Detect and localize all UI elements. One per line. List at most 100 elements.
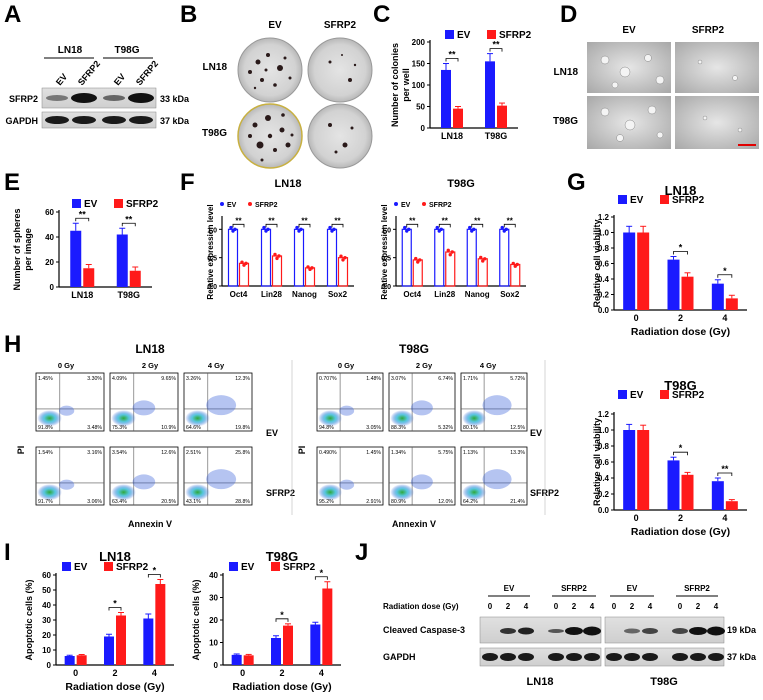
y-tick-label: 1.0 [598, 229, 610, 238]
x-tick-label: 0 [634, 513, 639, 523]
x-tick-label: LN18 [71, 290, 93, 300]
significance-bracket [673, 251, 688, 255]
y-axis-label: Relative expression level [380, 204, 389, 299]
significance-label: ** [268, 216, 275, 225]
cell-scatter [132, 474, 156, 490]
significance-label: ** [334, 216, 341, 225]
x-tick-label: 2 [279, 668, 284, 678]
quadrant-ur: 5.72% [510, 376, 525, 382]
data-point [435, 225, 439, 230]
data-point [407, 227, 411, 232]
quadrant-ll: 80.9% [391, 499, 406, 505]
quadrant-ll: 91.7% [38, 499, 53, 505]
cell-scatter [339, 479, 355, 490]
y-tick-label: 60 [42, 571, 51, 580]
plate-t98g-sfrp2 [307, 103, 373, 169]
flow-ln18-title: LN18 [135, 342, 165, 356]
quadrant-ur: 5.75% [438, 450, 453, 456]
y-tick-label: 10 [42, 646, 51, 655]
flow-plot-ln18-6: 2.51% 25.8% 43.1% 28.8% [183, 446, 253, 506]
x-tick-label: Sox2 [500, 290, 520, 299]
bar-sfrp2-sox2 [337, 257, 349, 287]
quadrant-ll: 94.8% [319, 425, 334, 431]
y-tick-label: 0.8 [598, 442, 610, 451]
cell-cloud [185, 410, 210, 427]
chart-e: 0 20 40 60 Number of spheres per image EV SFRP2… [12, 199, 159, 300]
blot-j-dose-6: 4 [590, 602, 595, 611]
x-axis-label: Radiation dose (Gy) [631, 326, 730, 338]
bar-ev-2 [104, 636, 114, 665]
legend-marker-sfrp2 [487, 30, 496, 39]
y-tick-label: 50 [42, 586, 51, 595]
legend-label-sfrp2: SFRP2 [672, 195, 705, 206]
quadrant-ul: 0.490% [319, 450, 337, 456]
chart-c: 0 50 100 150 200 Number of colonies per well EV… [390, 30, 532, 141]
legend-marker-ev [220, 202, 224, 206]
chart-title: T98G [447, 178, 475, 190]
cell-scatter [482, 395, 512, 416]
significance-bracket [147, 574, 161, 578]
significance-label: ** [442, 216, 449, 225]
cell-cloud [111, 484, 136, 501]
y-tick-label: 60 [45, 208, 54, 217]
panel-letter-e: E [4, 169, 20, 196]
cell-cloud [185, 484, 210, 501]
quadrant-lr: 21.4% [510, 499, 525, 505]
y-tick-label: 0.5 [381, 256, 391, 263]
y-tick-label: 10 [209, 639, 218, 648]
quadrant-ur: 3.16% [87, 450, 102, 456]
legend-marker-sfrp2 [660, 195, 669, 204]
legend-label-sfrp2: SFRP2 [126, 199, 159, 210]
data-point [446, 248, 450, 252]
cell-cloud [318, 484, 343, 501]
flow-plot-ln18-2: 4.09% 9.65% 75.3% 10.9% [109, 372, 179, 432]
y-tick-label: 200 [412, 38, 426, 47]
micrograph-ln18-ev [587, 42, 671, 93]
legend-label-sfrp2: SFRP2 [255, 202, 278, 209]
cell-scatter [482, 469, 512, 490]
y-axis-label: Number of spheres [12, 208, 22, 290]
data-point [244, 261, 248, 266]
quadrant-ul: 1.13% [463, 450, 478, 456]
y-tick-label: 1.0 [207, 227, 217, 234]
flow-t98g-dose-4: 4 Gy [480, 361, 497, 370]
cell-cloud [37, 410, 62, 427]
y-tick-label: 0 [214, 661, 219, 670]
blot-a-lane-2: SFRP2 [76, 59, 102, 88]
cell-cloud [318, 410, 343, 427]
bar-ev-4 [711, 283, 724, 310]
quadrant-ur: 1.45% [366, 450, 381, 456]
y-tick-label: 1.0 [381, 227, 391, 234]
quadrant-ll: 80.1% [463, 425, 478, 431]
x-tick-label: 4 [722, 513, 727, 523]
panel-letter-g: G [567, 169, 586, 196]
x-tick-label: Sox2 [328, 290, 348, 299]
quadrant-ur: 9.65% [161, 376, 176, 382]
y-tick-label: 0.8 [598, 244, 610, 253]
data-point [418, 258, 422, 262]
bar-ev-t98g [485, 61, 495, 128]
bar-sfrp2-4 [322, 588, 333, 665]
cell-scatter [339, 405, 355, 416]
cell-cloud [37, 484, 62, 501]
flow-ln18-ylabel: PI [16, 446, 26, 455]
blot-j-dose-2: 2 [506, 602, 511, 611]
y-tick-label: 0 [50, 283, 55, 292]
x-tick-label: Lin28 [434, 290, 455, 299]
x-tick-label: Lin28 [261, 290, 282, 299]
cell-cloud [390, 410, 415, 427]
data-point [472, 227, 476, 232]
quadrant-lr: 2.91% [366, 499, 381, 505]
data-point [328, 225, 332, 230]
quadrant-lr: 19.8% [235, 425, 250, 431]
x-tick-label: T98G [485, 131, 508, 141]
significance-bracket [331, 223, 344, 228]
blot-a-protein-gapdh: GAPDH [5, 116, 38, 126]
quadrant-ur: 6.74% [438, 376, 453, 382]
bar-sfrp2-4 [155, 584, 166, 665]
y-tick-label: 0.0 [381, 284, 391, 291]
blot-j-dose-9: 4 [648, 602, 653, 611]
y-tick-label: 150 [412, 60, 426, 69]
